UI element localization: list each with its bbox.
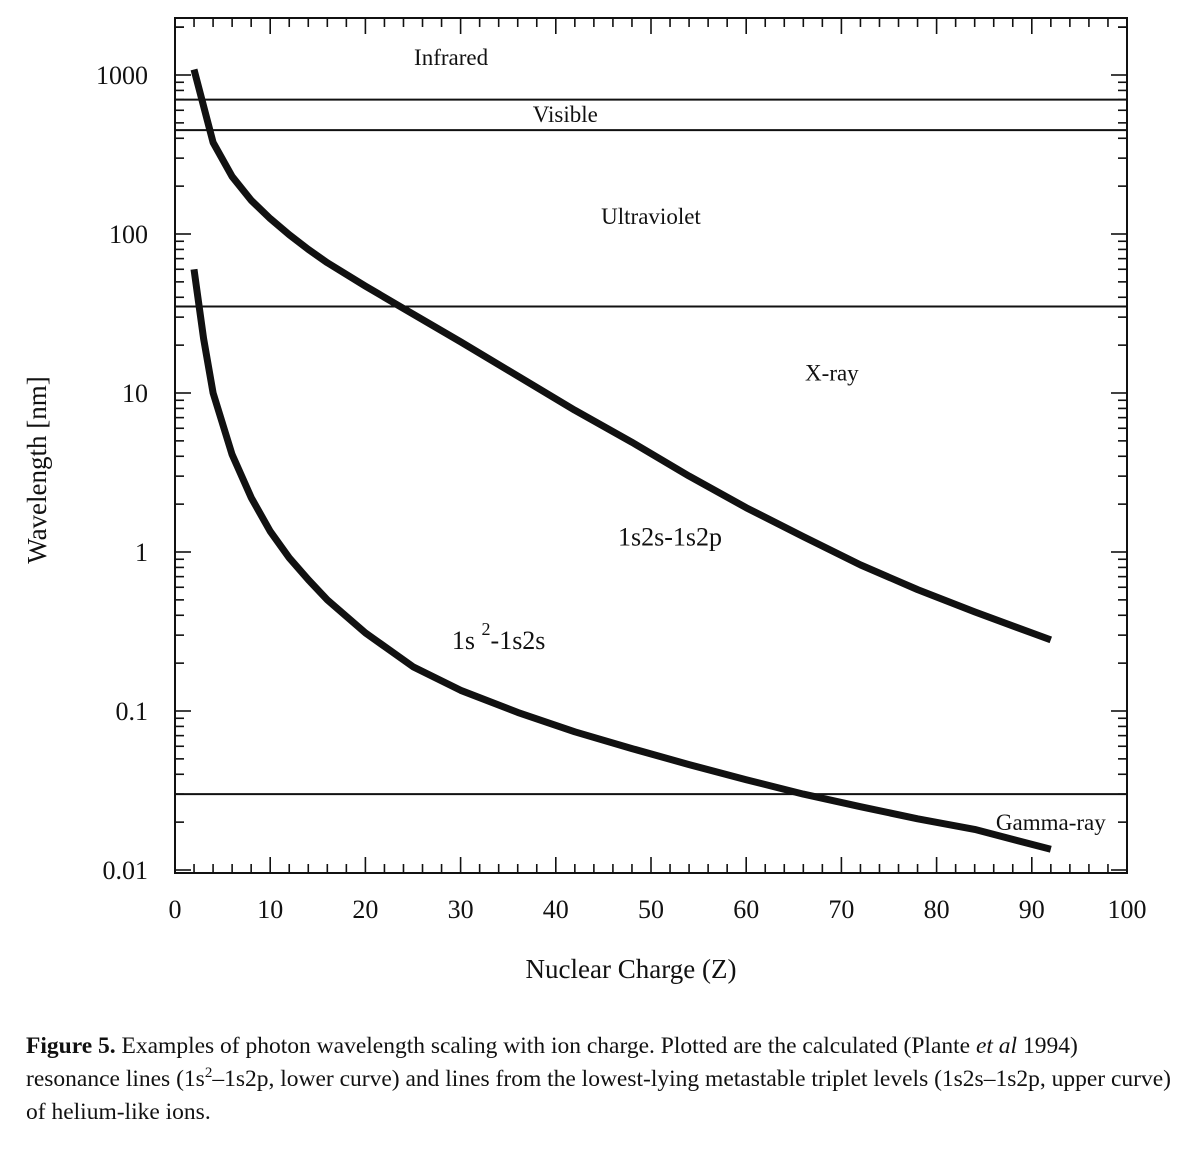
region-label: X-ray bbox=[805, 360, 859, 385]
caption-italic: et al bbox=[975, 1033, 1018, 1059]
y-tick-label: 100 bbox=[109, 220, 148, 249]
x-tick-label: 10 bbox=[257, 895, 283, 924]
region-label: Infrared bbox=[414, 45, 489, 70]
curve-label: 1s2s-1s2p bbox=[618, 523, 722, 552]
figure-number: Figure 5. bbox=[26, 1033, 116, 1059]
y-tick-label: 1000 bbox=[96, 61, 148, 90]
x-tick-label: 0 bbox=[169, 895, 182, 924]
region-label: Ultraviolet bbox=[601, 204, 701, 229]
caption-text-3: –1s2p, lower curve) and lines from the l… bbox=[26, 1066, 1171, 1125]
y-tick-label: 0.1 bbox=[116, 697, 149, 726]
figure-caption: Figure 5. Examples of photon wavelength … bbox=[26, 1030, 1176, 1129]
x-axis-title: Nuclear Charge (Z) bbox=[526, 954, 737, 984]
caption-superscript: 2 bbox=[204, 1065, 213, 1082]
y-ticks: 1000 100 10 1 0.1 0.01 bbox=[96, 26, 1127, 885]
y-axis-title: Wavelength [nm] bbox=[22, 376, 52, 564]
y-tick-label: 10 bbox=[122, 379, 148, 408]
x-tick-label: 20 bbox=[352, 895, 378, 924]
plot-frame bbox=[174, 17, 1128, 874]
x-tick-label: 60 bbox=[733, 895, 759, 924]
series-curve bbox=[190, 68, 1053, 644]
region-label: Gamma-ray bbox=[996, 810, 1106, 835]
x-ticks: 0 10 20 30 40 50 60 70 80 90 100 bbox=[169, 18, 1147, 924]
x-tick-label: 30 bbox=[448, 895, 474, 924]
curves bbox=[190, 68, 1053, 853]
x-tick-label: 100 bbox=[1108, 895, 1147, 924]
y-tick-label: 1 bbox=[135, 538, 148, 567]
curve-label: 1s 2-1s2s bbox=[452, 619, 546, 655]
labels: Infrared Visible Ultraviolet X-ray Gamma-ray… bbox=[414, 45, 1106, 835]
y-tick-label: 0.01 bbox=[103, 856, 149, 885]
plot-border bbox=[174, 17, 1128, 874]
region-label: Visible bbox=[533, 102, 598, 127]
x-tick-label: 50 bbox=[638, 895, 664, 924]
x-tick-label: 70 bbox=[828, 895, 854, 924]
x-tick-label: 90 bbox=[1019, 895, 1045, 924]
x-tick-label: 40 bbox=[543, 895, 569, 924]
caption-text-1: Examples of photon wavelength scaling wi… bbox=[115, 1033, 976, 1059]
x-tick-label: 80 bbox=[924, 895, 950, 924]
caption-text-2: 1994) resonance lines (1s bbox=[26, 1033, 1078, 1092]
chart: 0 10 20 30 40 50 60 70 80 90 100 1000 100 10 1 0.1 0.01… bbox=[22, 17, 1147, 984]
series-curve bbox=[190, 268, 1052, 853]
reference-lines bbox=[175, 98, 1127, 796]
